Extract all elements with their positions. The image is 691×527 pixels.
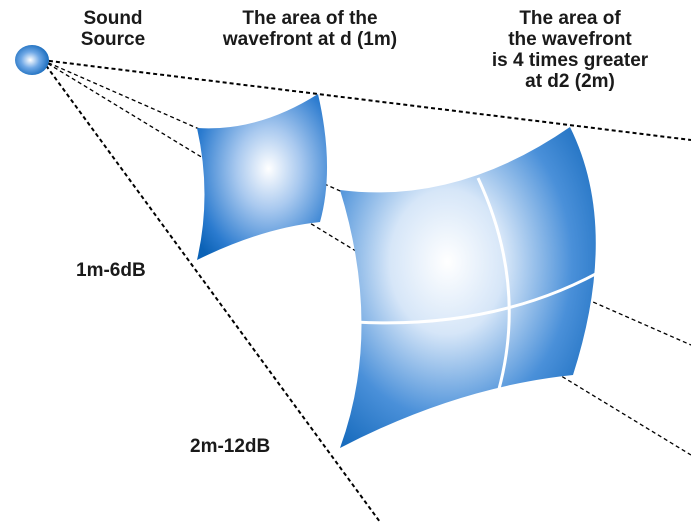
wavefront-grid-vertical [476, 177, 511, 424]
level-2m-label: 2m-12dB [190, 436, 271, 457]
wavefront-surface-1m [197, 94, 328, 260]
wavefront-grid-horizontal [354, 264, 611, 325]
projection-line-bottom [41, 59, 381, 523]
wavefront-grid-lines [354, 177, 611, 424]
projection-line-top [41, 59, 691, 141]
sound-source-sphere [15, 45, 49, 75]
sound-source-label: Sound Source [80, 8, 146, 50]
wavefront-surface-2m [340, 127, 596, 448]
wavefront-2m-label: The area of the wavefront is 4 times gre… [491, 8, 649, 92]
level-1m-label: 1m-6dB [76, 260, 146, 281]
wavefront-1m-label: The area of the wavefront at d (1m) [222, 8, 398, 50]
